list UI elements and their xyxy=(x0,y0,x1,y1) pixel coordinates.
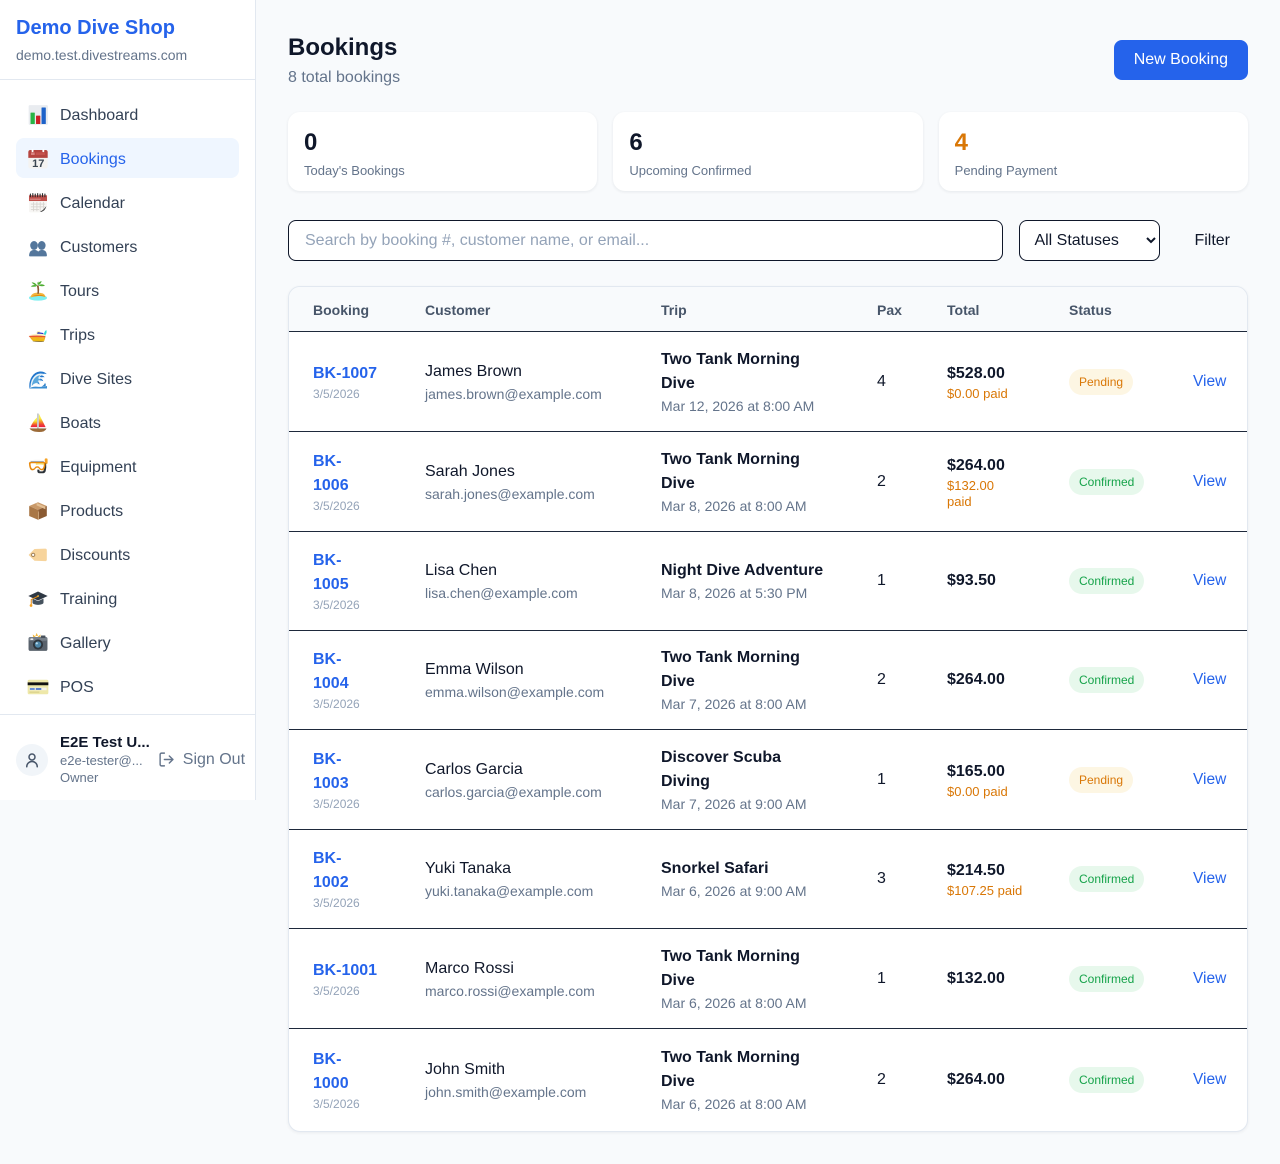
svg-text:17: 17 xyxy=(32,157,44,169)
